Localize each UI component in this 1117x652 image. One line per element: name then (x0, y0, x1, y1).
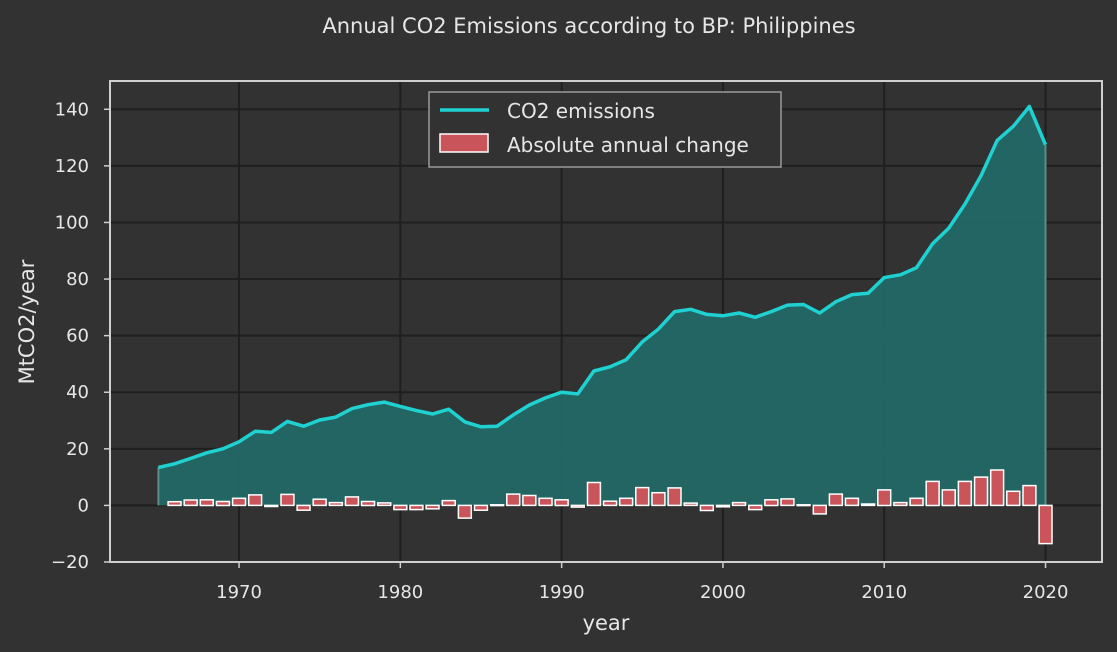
legend: CO2 emissions Absolute annual change (428, 91, 782, 168)
change-bar (748, 504, 763, 511)
change-bar (215, 500, 231, 507)
legend-label-emissions: CO2 emissions (507, 99, 655, 123)
change-bar (167, 500, 182, 507)
y-tick-label: 140 (55, 99, 89, 120)
x-tick-label: 1980 (377, 582, 423, 603)
change-bar (683, 502, 698, 507)
change-bar (667, 487, 682, 507)
change-bar (651, 491, 666, 507)
change-bar (183, 499, 198, 507)
emissions-line (158, 104, 1048, 470)
change-bar (618, 497, 634, 507)
change-bar (925, 480, 940, 507)
change-bar (957, 480, 973, 507)
change-bar (860, 503, 876, 507)
change-bar (586, 481, 602, 507)
change-bar (199, 499, 214, 507)
change-bar (877, 489, 892, 507)
change-bar (312, 498, 327, 507)
emissions-area-edge (157, 144, 1047, 506)
change-bar (457, 504, 473, 519)
legend-box (428, 91, 782, 168)
change-bar (893, 501, 908, 507)
change-bar (796, 504, 811, 507)
change-bar (1022, 484, 1037, 507)
legend-bar-swatch (439, 133, 489, 153)
y-axis-label: MtCO2/year (15, 259, 39, 384)
change-bar (909, 497, 924, 507)
change-bar (1006, 490, 1021, 507)
change-bar (538, 497, 553, 507)
change-bar (296, 504, 311, 511)
x-tick-label: 1990 (539, 582, 585, 603)
y-tick-label: 20 (66, 439, 89, 460)
change-bar (231, 497, 247, 507)
change-bar (247, 494, 263, 507)
change-bar (715, 504, 731, 508)
chart-title: Annual CO2 Emissions according to BP: Ph… (322, 14, 855, 38)
change-bar (941, 489, 956, 507)
change-bar (393, 504, 408, 511)
y-tick-label: 0 (78, 495, 89, 516)
x-tick-label: 2010 (861, 582, 907, 603)
legend-label-change: Absolute annual change (507, 133, 749, 157)
y-tick-label: 80 (66, 269, 89, 290)
change-bar (989, 469, 1005, 507)
change-bar (780, 498, 795, 507)
change-bar (570, 504, 585, 508)
change-bar (828, 493, 844, 507)
change-bar (731, 501, 747, 507)
change-bar (328, 501, 344, 507)
change-bar (812, 504, 827, 515)
x-axis-ticks: 1970 1980 1990 2000 2010 2020 (216, 562, 1068, 603)
change-bar (506, 493, 521, 507)
change-bar (280, 493, 295, 507)
y-tick-label: 60 (66, 326, 89, 347)
change-bar (344, 496, 360, 507)
change-bar (441, 499, 456, 507)
emissions-area-fill (158, 106, 1046, 506)
change-bar (409, 504, 424, 511)
change-bar (554, 499, 569, 507)
y-tick-label: 40 (66, 382, 89, 403)
change-bar (973, 476, 989, 507)
change-bar (377, 502, 392, 507)
x-tick-label: 1970 (216, 582, 262, 603)
change-bar (264, 504, 279, 508)
change-bar (1038, 504, 1053, 545)
change-bar (844, 497, 860, 507)
x-tick-label: 2020 (1023, 582, 1069, 603)
y-tick-label: 120 (55, 156, 89, 177)
x-tick-label: 2000 (700, 582, 746, 603)
change-bar (602, 500, 618, 507)
change-bar (699, 504, 715, 512)
change-bar (473, 504, 489, 511)
y-tick-label: −20 (51, 552, 89, 573)
change-bar (425, 504, 440, 510)
y-tick-label: 100 (55, 212, 89, 233)
annual-change-bars (167, 469, 1053, 545)
change-bar (360, 500, 376, 507)
plot-frame (109, 80, 1103, 563)
change-bar (635, 486, 650, 507)
x-axis-label: year (583, 611, 630, 635)
y-axis-ticks: −20 0 20 40 60 80 100 120 140 (51, 99, 110, 573)
change-bar (764, 499, 779, 507)
change-bar (522, 494, 537, 507)
change-bar (489, 504, 505, 507)
